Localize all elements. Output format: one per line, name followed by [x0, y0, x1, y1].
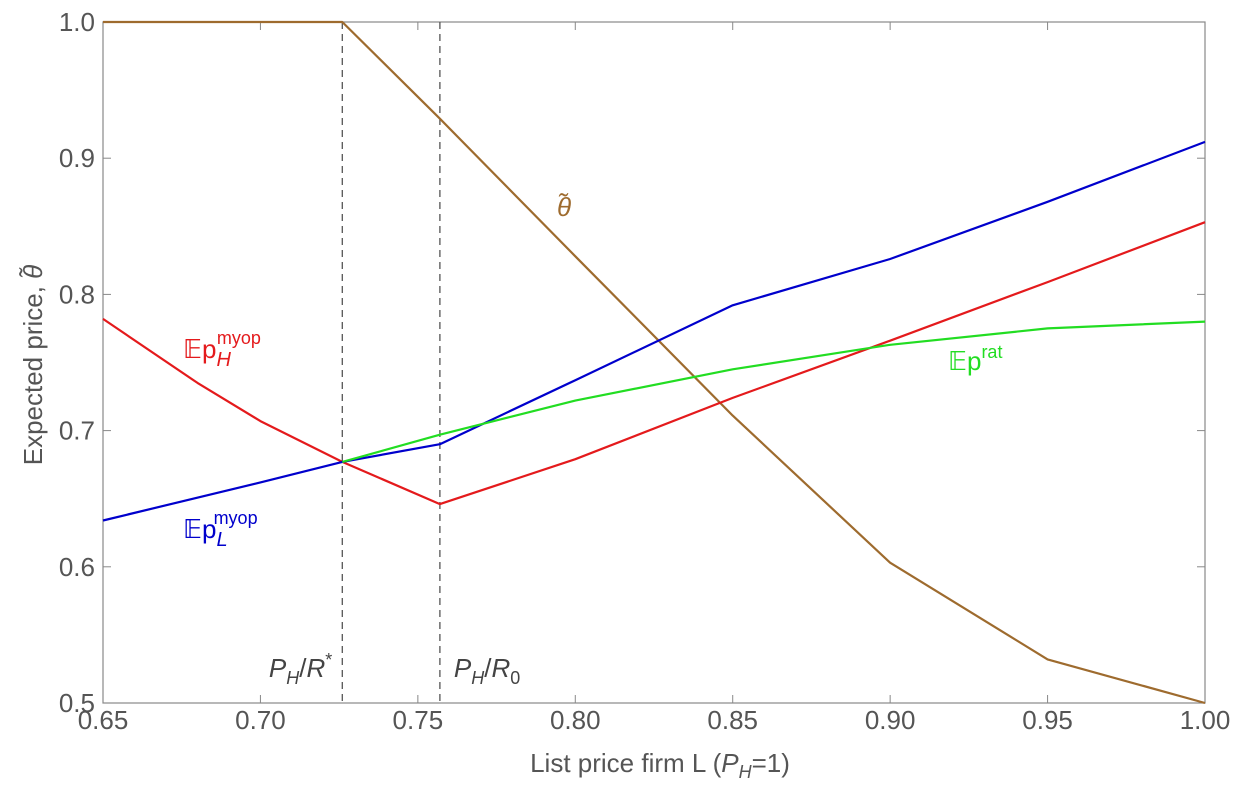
- series-label-ep-l-myop: 𝔼pLmyop: [183, 508, 258, 551]
- axes: 0.65 0.70 0.75 0.80 0.85 0.90 0.95 1.00 0.5 0.6 0.…: [59, 7, 1230, 735]
- x-tick-label: 0.65: [78, 705, 129, 735]
- series-line-ep-h-myop: [102, 221, 1206, 506]
- y-tick-label: 1.0: [59, 7, 95, 37]
- series-line-ep-l-myop: [102, 140, 1206, 522]
- series-label-ep-rat: 𝔼prat: [948, 342, 1002, 376]
- y-tick-label: 0.5: [59, 688, 95, 718]
- x-tick-label: 1.00: [1180, 705, 1231, 735]
- series-label-ep-h-myop: 𝔼pHmyop: [183, 328, 261, 371]
- x-axis-label: List price firm L (PH=1): [530, 748, 790, 782]
- x-tick-label: 0.70: [235, 705, 286, 735]
- y-tick-label: 0.7: [59, 416, 95, 446]
- y-tick-label: 0.8: [59, 279, 95, 309]
- x-tick-label: 0.75: [393, 705, 444, 735]
- vertical-reference-lines: PH/R* PH/R0: [269, 22, 520, 703]
- vertical-line-label-1: PH/R*: [269, 650, 332, 688]
- x-tick-label: 0.80: [550, 705, 601, 735]
- series-label-theta-tilde: θ̃: [557, 192, 571, 222]
- plot-frame: [102, 21, 1206, 704]
- y-axis-label: Expected price, θ̃: [18, 265, 48, 466]
- series-group: [102, 20, 1206, 705]
- x-tick-label: 0.90: [865, 705, 916, 735]
- y-tick-label: 0.9: [59, 143, 95, 173]
- x-tick-label: 0.85: [707, 705, 758, 735]
- y-tick-label: 0.6: [59, 552, 95, 582]
- x-tick-label: 0.95: [1022, 705, 1073, 735]
- series-labels: θ̃ 𝔼pHmyop 𝔼pLmyop 𝔼prat: [183, 192, 1002, 551]
- series-line-theta-tilde: [103, 20, 1206, 705]
- vertical-line-label-2: PH/R0: [454, 653, 520, 688]
- series-line-ep-rat: [342, 320, 1206, 463]
